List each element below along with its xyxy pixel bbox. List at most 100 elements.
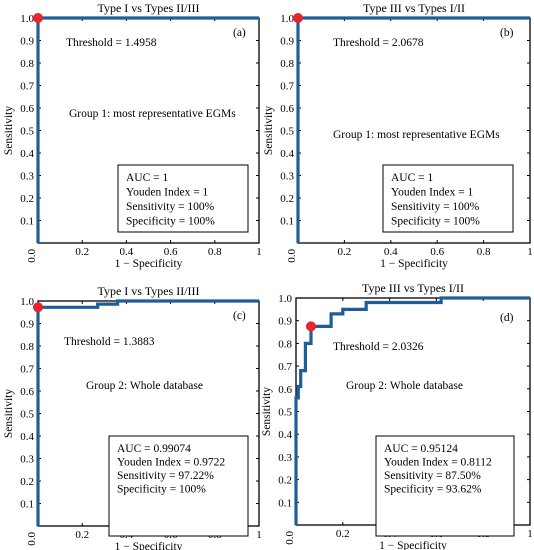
panel-label: (c) bbox=[233, 310, 246, 322]
y-tick-label: 0.1 bbox=[20, 216, 34, 228]
origin-label: 0.0 bbox=[26, 532, 38, 546]
y-tick-label: 0.9 bbox=[278, 316, 292, 328]
y-tick-label: 0.4 bbox=[20, 431, 34, 443]
y-tick-label: 0.2 bbox=[20, 193, 34, 205]
y-tick-label: 0.6 bbox=[20, 386, 34, 398]
y-tick-label: 0.1 bbox=[278, 497, 292, 509]
stats-line: Sensitivity = 100% bbox=[126, 201, 215, 213]
chart-title: Type III vs Types I/II bbox=[363, 1, 465, 15]
optimal-threshold-point bbox=[33, 13, 43, 23]
x-tick-label: 0.2 bbox=[75, 246, 89, 258]
x-tick-label: 0.8 bbox=[477, 246, 491, 258]
stats-line: Sensitivity = 97.22% bbox=[117, 470, 214, 482]
y-tick-label: 0.5 bbox=[280, 126, 294, 138]
y-tick-label: 0.3 bbox=[20, 454, 34, 466]
threshold-annotation: Threshold = 1.4958 bbox=[66, 37, 157, 49]
y-tick-label: 0.3 bbox=[278, 452, 292, 464]
y-tick-label: 0.8 bbox=[280, 58, 294, 70]
y-tick-label: 0.9 bbox=[280, 36, 294, 48]
group-annotation: Group 1: most representative EGMs bbox=[69, 108, 236, 120]
y-tick-label: 0.5 bbox=[278, 407, 292, 419]
y-tick-label: 0.1 bbox=[280, 216, 294, 228]
stats-line: Specificity = 93.62% bbox=[384, 484, 482, 496]
y-tick-label: 0.6 bbox=[280, 103, 294, 115]
y-tick-label: 1.0 bbox=[20, 13, 34, 25]
stats-line: Specificity = 100% bbox=[391, 216, 480, 228]
y-tick-label: 1.0 bbox=[20, 296, 34, 308]
x-tick-label: 1 bbox=[256, 246, 262, 258]
x-tick-label: 1 bbox=[527, 246, 533, 258]
y-tick-label: 0.2 bbox=[20, 476, 34, 488]
x-tick-label: 0.2 bbox=[336, 528, 350, 540]
x-axis-label: 1 − Specificity bbox=[115, 541, 183, 550]
optimal-threshold-point bbox=[293, 13, 303, 23]
y-tick-label: 0.7 bbox=[278, 361, 292, 373]
stats-line: Youden Index = 1 bbox=[126, 187, 209, 199]
x-tick-label: 0.4 bbox=[384, 246, 398, 258]
panel-d: 0.20.40.60.810.10.20.30.40.50.60.70.80.9… bbox=[261, 281, 533, 550]
optimal-threshold-point bbox=[305, 321, 316, 332]
stats-line: Youden Index = 1 bbox=[391, 187, 474, 199]
y-tick-label: 0.8 bbox=[20, 58, 34, 70]
origin-label: 0.0 bbox=[26, 249, 38, 263]
stats-line: Specificity = 100% bbox=[117, 484, 206, 496]
stats-box bbox=[375, 435, 515, 537]
optimal-threshold-point bbox=[33, 302, 43, 313]
x-tick-label: 1 bbox=[527, 528, 533, 540]
x-tick-label: 0.2 bbox=[75, 529, 89, 541]
x-axis-label: 1 − Specificity bbox=[379, 540, 447, 550]
y-tick-label: 0.9 bbox=[20, 36, 34, 48]
y-tick-label: 0.4 bbox=[278, 429, 292, 441]
y-tick-label: 0.2 bbox=[278, 475, 292, 487]
y-tick-label: 1.0 bbox=[278, 293, 292, 305]
x-axis-label: 1 − Specificity bbox=[115, 258, 183, 270]
y-axis-label: Sensitivity bbox=[263, 106, 275, 155]
y-tick-label: 0.5 bbox=[20, 126, 34, 138]
y-tick-label: 0.8 bbox=[20, 341, 34, 353]
panel-a: 0.2 0.4 0.6 0.8 1 0.1 0.2 0.3 0.4 0.5 0.6 0.7 0.8 0.9… bbox=[3, 1, 262, 270]
x-tick-label: 0.4 bbox=[120, 246, 134, 258]
panel-label: (d) bbox=[500, 312, 514, 324]
stats-line: Youden Index = 0.9722 bbox=[117, 457, 225, 469]
stats-line: AUC = 0.95124 bbox=[384, 443, 458, 455]
y-tick-label: 0.7 bbox=[280, 81, 294, 93]
stats-box bbox=[382, 164, 514, 233]
stats-line: AUC = 0.99074 bbox=[117, 443, 191, 455]
stats-line: Specificity = 100% bbox=[126, 216, 215, 228]
stats-box bbox=[117, 164, 249, 233]
y-tick-label: 0.3 bbox=[20, 171, 34, 183]
y-tick-label: 0.9 bbox=[20, 319, 34, 331]
panel-label: (a) bbox=[233, 27, 246, 39]
x-tick-label: 0.8 bbox=[208, 246, 222, 258]
x-tick-label: 1 bbox=[256, 529, 262, 541]
y-tick-label: 0.8 bbox=[278, 338, 292, 350]
chart-title: Type III vs Types I/II bbox=[362, 281, 464, 295]
y-tick-label: 0.7 bbox=[20, 81, 34, 93]
x-tick-label: 0.2 bbox=[338, 246, 352, 258]
origin-label: 0.0 bbox=[286, 249, 298, 263]
panel-b: 0.2 0.4 0.6 0.8 1 0.1 0.2 0.3 0.4 0.5 0.6 0.7 0.8 0.9… bbox=[263, 1, 533, 270]
panel-label: (b) bbox=[500, 27, 514, 39]
y-axis-label: Sensitivity bbox=[261, 387, 273, 436]
y-tick-label: 0.4 bbox=[280, 148, 294, 160]
panel-c: 0.20.40.60.810.10.20.30.40.50.60.70.80.9… bbox=[3, 284, 262, 550]
group-annotation: Group 2: Whole database bbox=[346, 380, 463, 392]
stats-line: Sensitivity = 100% bbox=[391, 201, 480, 213]
stats-box bbox=[108, 435, 249, 537]
y-tick-label: 0.6 bbox=[20, 103, 34, 115]
stats-line: Youden Index = 0.8112 bbox=[384, 457, 492, 469]
origin-label: 0.0 bbox=[284, 531, 296, 545]
chart-title: Type I vs Types II/III bbox=[97, 1, 199, 15]
chart-title: Type I vs Types II/III bbox=[97, 284, 199, 298]
y-tick-label: 0.1 bbox=[20, 499, 34, 511]
y-axis-label: Sensitivity bbox=[3, 106, 15, 155]
y-tick-label: 0.6 bbox=[278, 384, 292, 396]
y-tick-label: 0.3 bbox=[280, 171, 294, 183]
y-tick-label: 1.0 bbox=[280, 13, 294, 25]
threshold-annotation: Threshold = 1.3883 bbox=[64, 336, 155, 348]
x-tick-label: 0.6 bbox=[430, 246, 444, 258]
threshold-annotation: Threshold = 2.0678 bbox=[333, 37, 424, 49]
y-tick-label: 0.7 bbox=[20, 364, 34, 376]
x-axis-label: 1 − Specificity bbox=[380, 258, 448, 270]
threshold-annotation: Threshold = 2.0326 bbox=[333, 341, 424, 353]
